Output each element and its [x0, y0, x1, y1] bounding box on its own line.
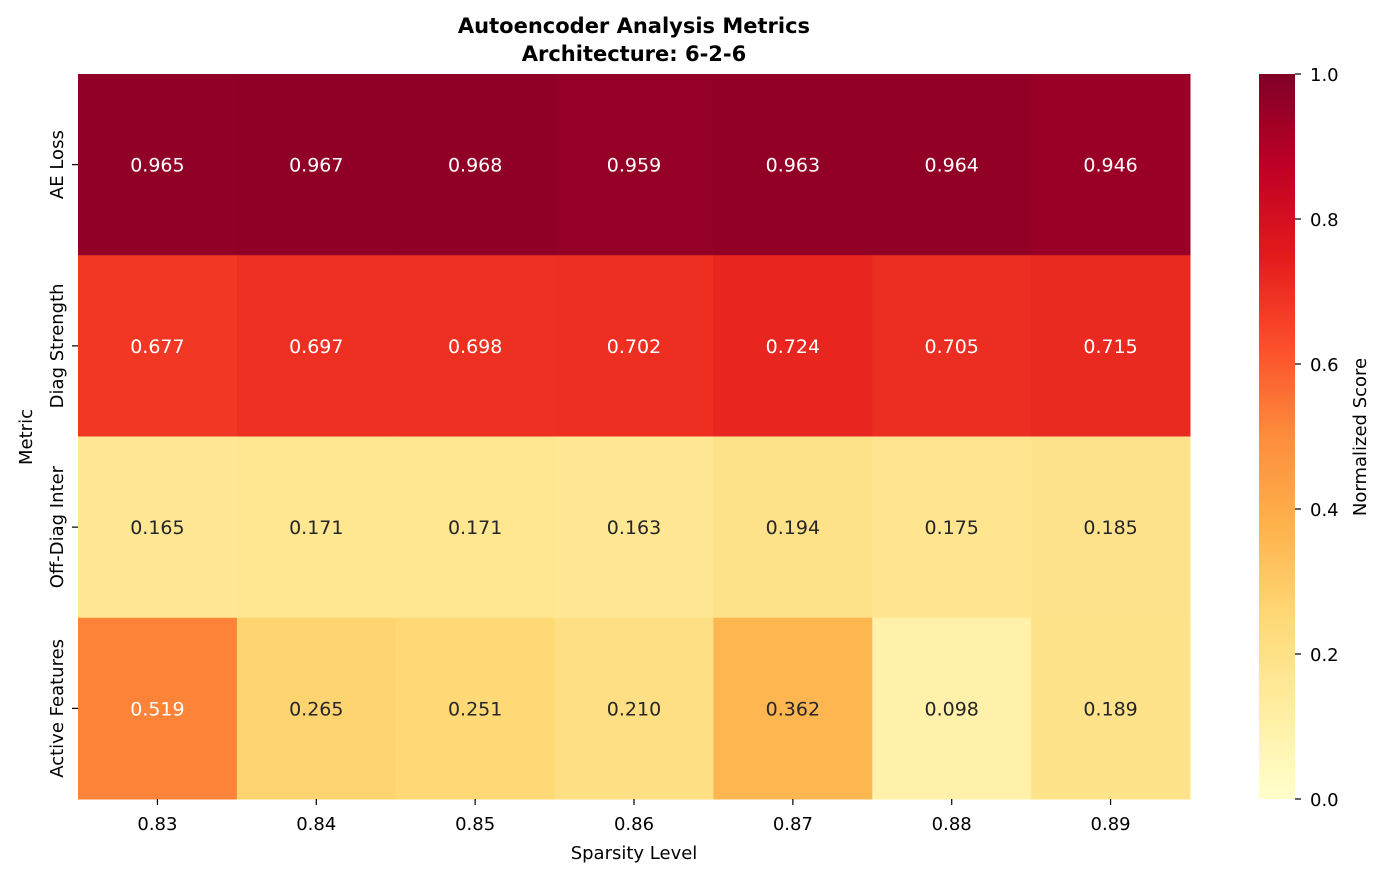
colorbar-tick-label: 0.2	[1310, 645, 1339, 666]
colorbar-tick-label: 0.0	[1310, 790, 1339, 811]
heatmap-cell	[554, 74, 714, 256]
cell-value-label: 0.165	[130, 517, 184, 539]
heatmap-cell	[713, 617, 873, 800]
cell-value-label: 0.362	[766, 698, 820, 720]
cell-value-label: 0.519	[130, 698, 184, 720]
chart-title-line1: Autoencoder Analysis Metrics	[458, 14, 810, 38]
cell-value-label: 0.715	[1083, 336, 1137, 358]
heatmap-cell	[1031, 74, 1191, 256]
cell-value-label: 0.185	[1083, 517, 1137, 539]
cell-value-label: 0.724	[766, 336, 820, 358]
heatmap-cell	[395, 255, 556, 437]
heatmap-cell	[713, 74, 873, 256]
cell-value-label: 0.175	[925, 517, 979, 539]
colorbar-ticks: 0.0 0.2 0.4 0.6 0.8 1.0	[1295, 65, 1339, 811]
heatmap-cell	[78, 255, 238, 437]
cell-value-label: 0.965	[130, 155, 184, 177]
cell-value-label: 0.968	[448, 155, 502, 177]
cell-value-label: 0.702	[607, 336, 661, 358]
colorbar-tick-label: 0.8	[1310, 210, 1339, 231]
x-tick-label: 0.88	[932, 814, 972, 835]
cell-value-label: 0.251	[448, 698, 502, 720]
cell-value-label: 0.705	[925, 336, 979, 358]
y-axis-label: Metric	[16, 409, 37, 465]
y-tick-label: Diag Strength	[47, 283, 68, 408]
colorbar-tick-label: 1.0	[1310, 65, 1339, 86]
heatmap-value-labels: 0.965 0.967 0.968 0.959 0.963 0.964 0.946 0.677…	[130, 155, 1138, 721]
cell-value-label: 0.163	[607, 517, 661, 539]
heatmap-cell	[78, 436, 238, 619]
heatmap-cell	[1031, 617, 1191, 800]
y-tick-label: Active Features	[47, 639, 68, 778]
heatmap-cell	[1031, 255, 1191, 437]
cell-value-label: 0.098	[925, 698, 979, 720]
heatmap-cell	[554, 617, 714, 800]
x-tick-label: 0.89	[1091, 814, 1131, 835]
x-tick-label: 0.85	[455, 814, 495, 835]
cell-value-label: 0.959	[607, 155, 661, 177]
cell-value-label: 0.964	[925, 155, 979, 177]
cell-value-label: 0.210	[607, 698, 661, 720]
cell-value-label: 0.698	[448, 336, 502, 358]
y-tick-label: Off-Diag Inter	[47, 465, 68, 588]
colorbar-label: Normalized Score	[1350, 358, 1371, 516]
cell-value-label: 0.171	[289, 517, 343, 539]
cell-value-label: 0.963	[766, 155, 820, 177]
colorbar-tick-label: 0.6	[1310, 355, 1339, 376]
heatmap-cell	[1031, 436, 1191, 619]
x-tick-label: 0.87	[773, 814, 813, 835]
heatmap-cell	[395, 436, 556, 619]
heatmap-cell	[236, 74, 397, 256]
cell-value-label: 0.189	[1083, 698, 1137, 720]
heatmap-cell	[395, 74, 556, 256]
x-axis: 0.83 0.84 0.85 0.86 0.87 0.88 0.89	[137, 799, 1131, 835]
heatmap-cell	[713, 255, 873, 437]
y-axis: AE Loss Diag Strength Off-Diag Inter Active…	[47, 130, 78, 778]
heatmap-cell	[872, 436, 1032, 619]
heatmap-cell	[872, 255, 1032, 437]
cell-value-label: 0.697	[289, 336, 343, 358]
cell-value-label: 0.194	[766, 517, 820, 539]
heatmap-cell	[713, 436, 873, 619]
cell-value-label: 0.265	[289, 698, 343, 720]
cell-value-label: 0.171	[448, 517, 502, 539]
cell-value-label: 0.677	[130, 336, 184, 358]
heatmap-cell	[872, 617, 1032, 800]
heatmap-cells	[78, 74, 1191, 800]
heatmap-cell	[395, 617, 556, 800]
cell-value-label: 0.967	[289, 155, 343, 177]
x-tick-label: 0.84	[296, 814, 336, 835]
y-tick-label: AE Loss	[47, 130, 68, 199]
heatmap-cell	[78, 74, 238, 256]
chart-title-line2: Architecture: 6-2-6	[522, 42, 747, 66]
x-tick-label: 0.86	[614, 814, 654, 835]
heatmap-cell	[236, 436, 397, 619]
heatmap-cell	[554, 436, 714, 619]
x-axis-label: Sparsity Level	[571, 843, 698, 864]
heatmap-cell	[554, 255, 714, 437]
heatmap-cell	[236, 255, 397, 437]
heatmap-cell	[236, 617, 397, 800]
colorbar	[1259, 74, 1295, 799]
heatmap-cell	[78, 617, 238, 800]
heatmap-cell	[872, 74, 1032, 256]
cell-value-label: 0.946	[1083, 155, 1137, 177]
colorbar-tick-label: 0.4	[1310, 500, 1339, 521]
x-tick-label: 0.83	[137, 814, 177, 835]
